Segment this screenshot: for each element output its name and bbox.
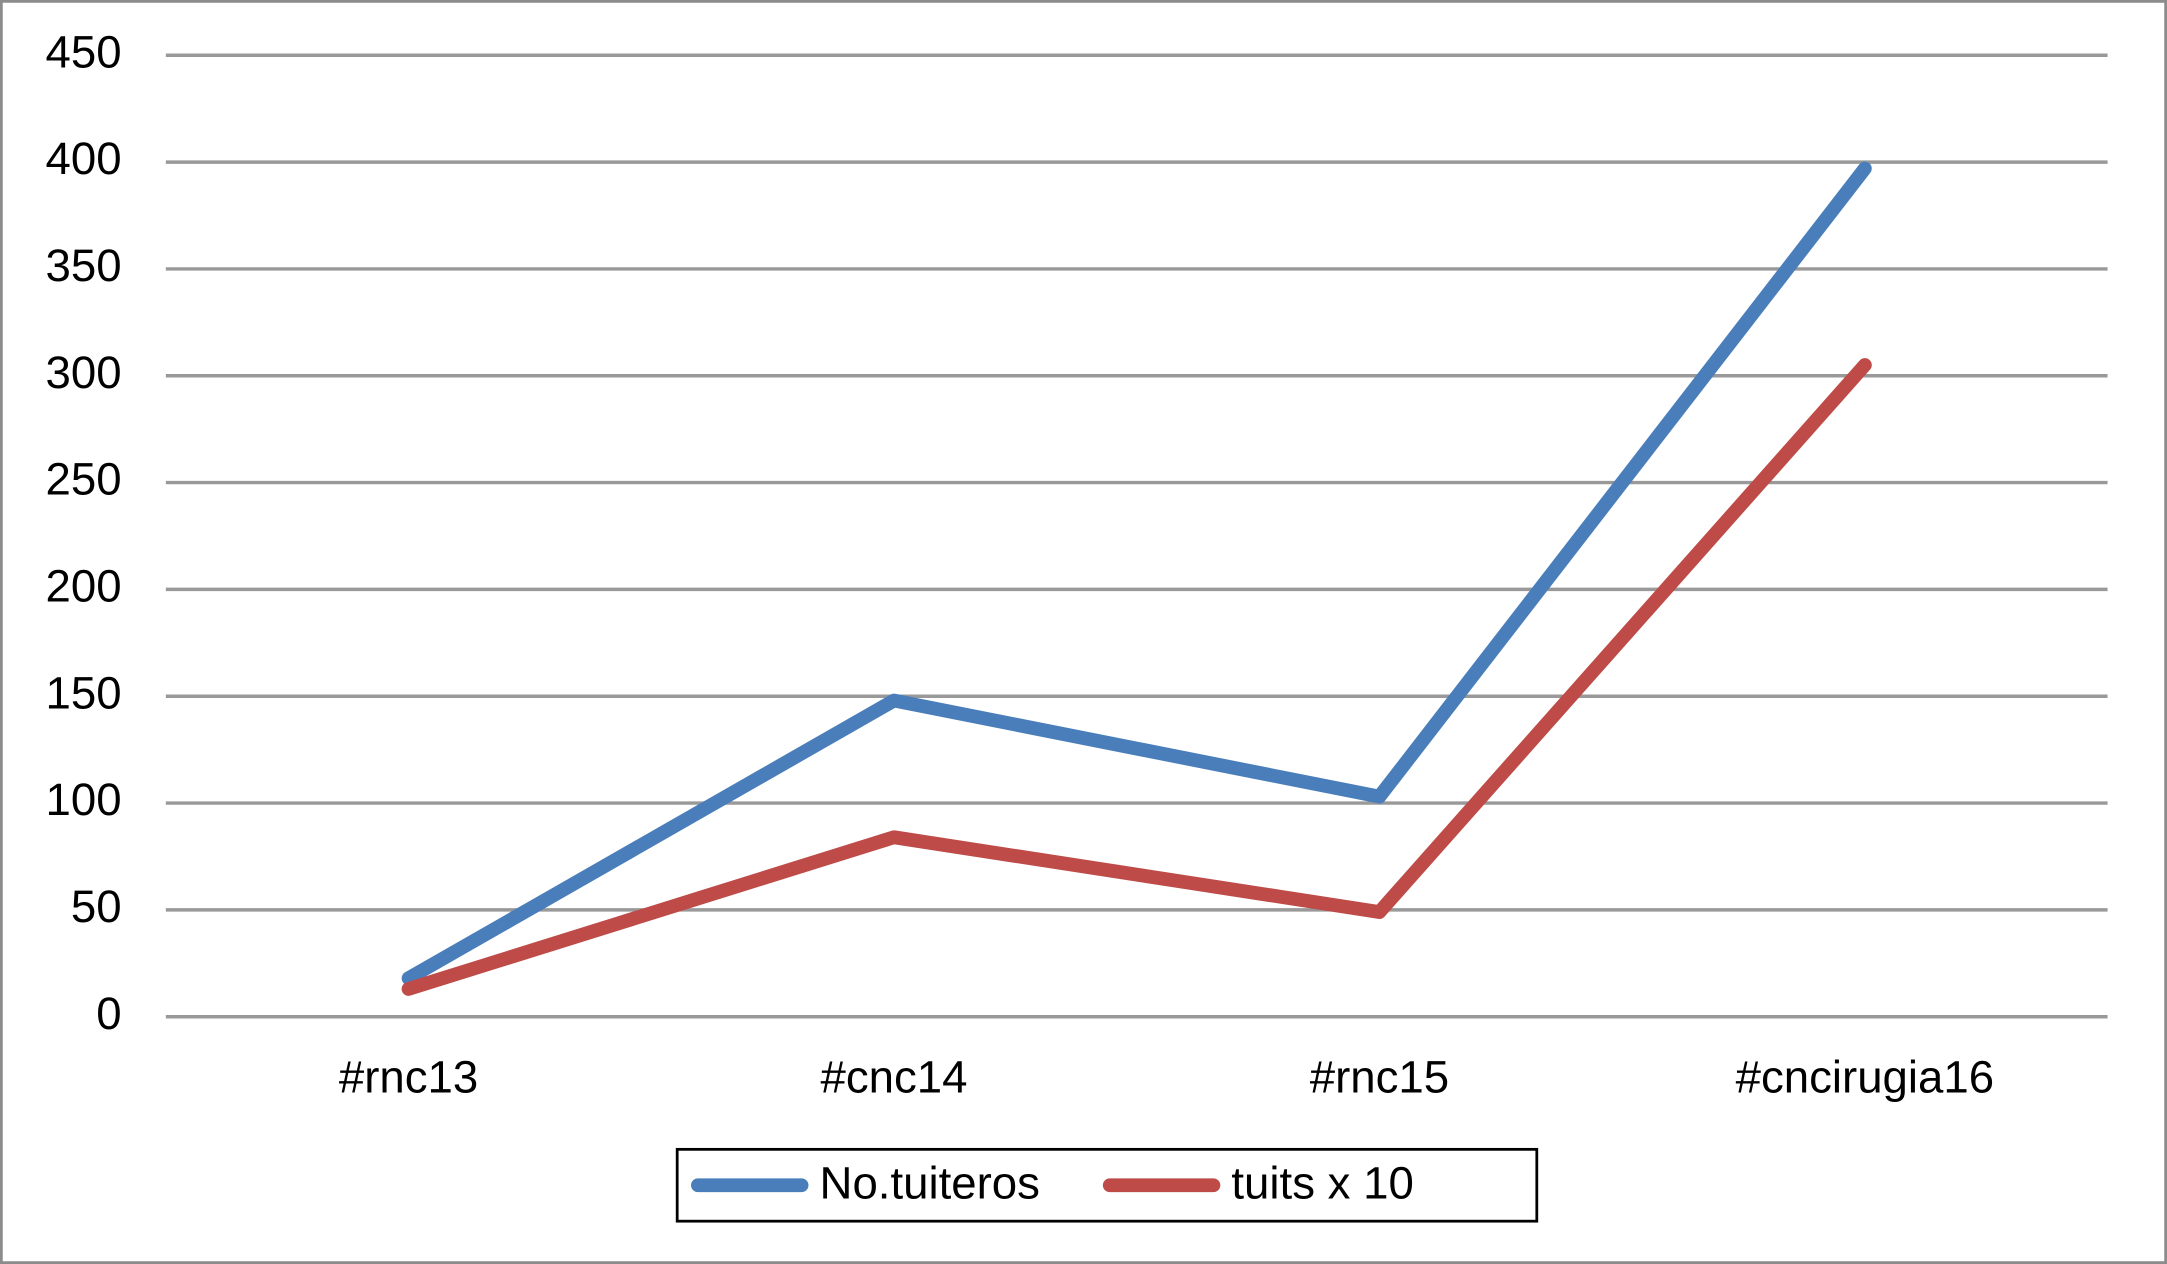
y-tick-label: 200 (46, 560, 122, 611)
y-tick-label: 50 (71, 881, 122, 932)
legend-label: No.tuiteros (820, 1158, 1040, 1209)
x-tick-label: #rnc13 (339, 1051, 478, 1102)
x-tick-label: #cncirugia16 (1736, 1051, 1995, 1102)
x-tick-label: #cnc14 (820, 1051, 967, 1102)
x-tick-label: #rnc15 (1310, 1051, 1449, 1102)
y-tick-label: 400 (46, 133, 122, 184)
y-tick-label: 150 (46, 667, 122, 718)
y-tick-label: 250 (46, 454, 122, 505)
y-tick-label: 350 (46, 240, 122, 291)
data-line (401, 358, 1872, 996)
y-tick-label: 0 (96, 988, 121, 1039)
y-tick-label: 450 (46, 26, 122, 77)
data-line (401, 161, 1872, 986)
y-tick-label: 300 (46, 347, 122, 398)
y-tick-label: 100 (46, 774, 122, 825)
legend-label: tuits x 10 (1231, 1158, 1413, 1209)
